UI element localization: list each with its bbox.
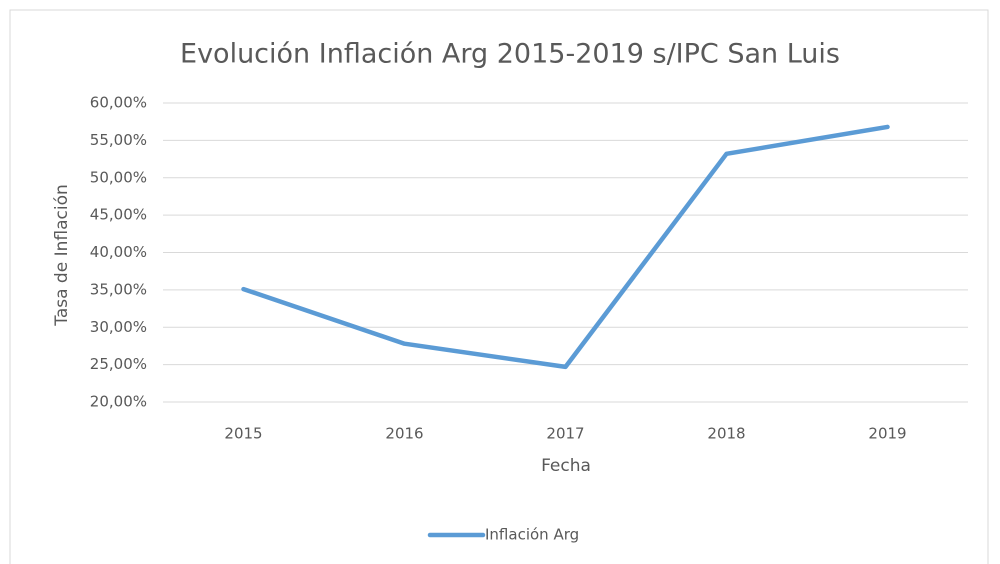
y-tick-label: 60,00% [90,94,147,112]
chart-title: Evolución Inflación Arg 2015-2019 s/IPC … [180,39,840,70]
y-axis-title: Tasa de Inflación [52,184,72,326]
x-tick-label: 2016 [385,425,423,443]
x-tick-label: 2017 [546,425,584,443]
x-tick-label: 2018 [707,425,745,443]
y-tick-label: 40,00% [90,243,147,261]
y-tick-label: 25,00% [90,355,147,373]
x-axis-title: Fecha [541,456,591,476]
y-tick-label: 35,00% [90,280,147,298]
y-tick-label: 55,00% [90,131,147,149]
y-tick-label: 50,00% [90,168,147,186]
legend-label: Inflación Arg [485,526,579,544]
y-tick-label: 20,00% [90,393,147,411]
y-tick-label: 45,00% [90,206,147,224]
x-tick-label: 2019 [868,425,906,443]
x-tick-label: 2015 [224,425,262,443]
chart-border [9,9,989,564]
data-line [241,124,890,370]
y-tick-label: 30,00% [90,318,147,336]
